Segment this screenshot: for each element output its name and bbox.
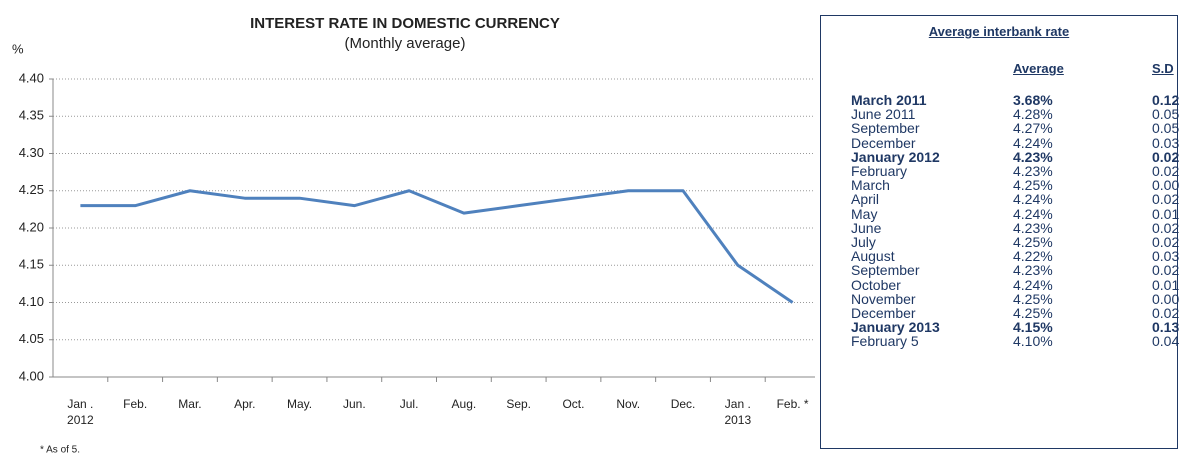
x-tick-label: Aug. xyxy=(451,397,477,411)
x-tick-label: Apr. xyxy=(234,397,256,411)
table-cell: 4.23% xyxy=(1013,148,1053,165)
table-cell: January 2012 xyxy=(851,148,940,165)
table-cell: 0.02 xyxy=(1152,148,1180,165)
x-tick-label: Jan . 2013 xyxy=(724,397,752,427)
y-tick-label: 4.15 xyxy=(19,257,44,272)
table-cell: 4.24% xyxy=(1013,134,1053,151)
table-cell: 4.23% xyxy=(1013,163,1053,179)
table-cell: 4.28% xyxy=(1013,106,1053,123)
table-cell: 4.22% xyxy=(1013,248,1053,265)
table-header: Average xyxy=(1013,61,1064,76)
y-axis-label: % xyxy=(12,41,24,56)
table-cell: 0.02 xyxy=(1152,163,1180,179)
table-cell: 0.03 xyxy=(1152,134,1180,151)
table-cell: 4.25% xyxy=(1013,305,1053,321)
x-tick-label: Mar. xyxy=(178,397,202,411)
table-cell: 0.01 xyxy=(1152,205,1180,222)
table: Average interbank rate Average S.D March 2… xyxy=(820,15,1180,449)
table-cell: 4.10% xyxy=(1013,333,1053,350)
table-cell: 4.24% xyxy=(1013,191,1053,208)
table-cell: 0.00 xyxy=(1152,177,1180,194)
table-cell: August xyxy=(851,248,895,265)
table-cell: 0.02 xyxy=(1152,262,1180,279)
table-cell: 0.02 xyxy=(1152,234,1180,250)
table-cell: 0.05 xyxy=(1152,106,1180,123)
x-tick-label: Jan . 2012 xyxy=(67,397,94,427)
table-cell: July xyxy=(851,234,876,250)
footnote: * As of 5. xyxy=(40,445,80,456)
table-cell: May xyxy=(851,205,878,222)
line xyxy=(80,189,794,304)
y-tick-label: 4.30 xyxy=(19,145,44,160)
table-cell: November xyxy=(851,290,916,307)
x-tick-label: Dec. xyxy=(670,397,696,411)
table-cell: 0.13 xyxy=(1152,319,1180,336)
table-cell: 4.25% xyxy=(1013,290,1053,307)
table-cell: June xyxy=(851,219,882,236)
chart: INTEREST RATE IN DOMESTIC CURRENCY (Mont… xyxy=(12,15,815,456)
y-tick-label: 4.40 xyxy=(19,70,44,85)
table-cell: September xyxy=(851,262,920,279)
x-tick-label: Nov. xyxy=(616,397,641,411)
table-cell: February xyxy=(851,163,908,179)
table-cell: September xyxy=(851,120,920,137)
x-tick-label: Jul. xyxy=(399,397,419,411)
table-cell: January 2013 xyxy=(851,319,940,336)
table-cell: 0.04 xyxy=(1152,333,1180,350)
x-tick-label: Feb. * xyxy=(776,397,809,411)
table-cell: 0.05 xyxy=(1152,120,1180,137)
table-cell: 3.68% xyxy=(1013,92,1053,108)
y-tick-label: 4.35 xyxy=(19,108,44,123)
table-cell: June 2011 xyxy=(851,106,916,123)
table-cell: 4.25% xyxy=(1013,177,1053,194)
y-tick-label: 4.10 xyxy=(19,294,44,309)
table-cell: 4.23% xyxy=(1013,262,1053,279)
table-cell: 4.25% xyxy=(1013,234,1053,250)
table-cell: December xyxy=(851,305,916,321)
table-cell: 0.02 xyxy=(1152,191,1180,208)
y-tick-label: 4.25 xyxy=(19,182,44,197)
table-cell: 0.03 xyxy=(1152,248,1180,265)
chart-subtitle: (Monthly average) xyxy=(345,35,466,52)
table-cell: 0.12 xyxy=(1152,92,1180,108)
table-cell: 4.23% xyxy=(1013,219,1053,236)
table-cell: December xyxy=(851,134,916,151)
x-tick-label: Jun. xyxy=(342,397,366,411)
table-cell: 0.01 xyxy=(1152,276,1180,293)
table-cell: 4.24% xyxy=(1013,276,1053,293)
table-cell: 0.02 xyxy=(1152,305,1180,321)
x-tick-label: May. xyxy=(286,397,313,411)
table-cell: February 5 xyxy=(851,333,919,350)
y-tick-label: 4.05 xyxy=(19,331,44,346)
table-cell: April xyxy=(851,191,880,208)
x-tick-label: Sep. xyxy=(506,397,532,411)
table-cell: 0.00 xyxy=(1152,290,1180,307)
y-tick-label: 4.20 xyxy=(19,219,44,234)
table-cell: 4.27% xyxy=(1013,120,1053,137)
table-cell: March xyxy=(851,177,890,194)
table-cell: March 2011 xyxy=(851,92,927,108)
x-tick-label: Feb. xyxy=(123,397,148,411)
table-cell: 0.02 xyxy=(1152,219,1180,236)
y-tick-label: 4.00 xyxy=(19,368,44,383)
table-cell: 4.15% xyxy=(1013,319,1053,336)
table-cell: 4.24% xyxy=(1013,205,1053,222)
x-tick-label: Oct. xyxy=(562,397,585,411)
chart-title: INTEREST RATE IN DOMESTIC CURRENCY xyxy=(250,15,560,32)
table-header: S.D xyxy=(1152,61,1174,76)
table-title: Average interbank rate xyxy=(928,24,1070,39)
table-cell: October xyxy=(851,276,901,293)
